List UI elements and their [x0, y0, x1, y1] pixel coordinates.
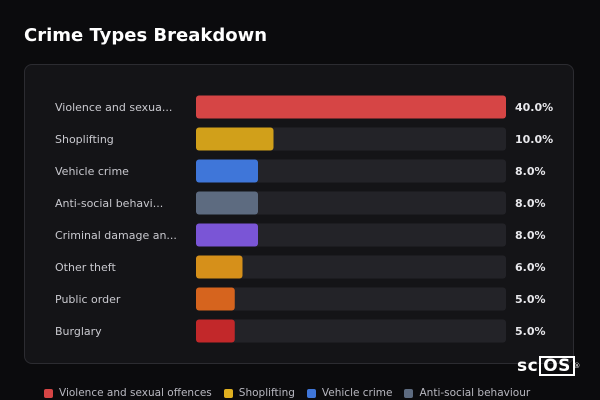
bar-label: Vehicle crime	[55, 165, 129, 178]
legend-label: Shoplifting	[238, 387, 295, 399]
brand-logo: sc OS ®	[517, 356, 580, 376]
bar[interactable]	[196, 255, 243, 279]
legend-item[interactable]: Anti-social behaviour	[404, 387, 530, 399]
bar-track	[196, 191, 506, 215]
bar[interactable]	[196, 287, 235, 311]
bar[interactable]	[196, 95, 506, 119]
logo-boxed-text: OS	[539, 356, 575, 376]
legend-item[interactable]: Vehicle crime	[306, 387, 393, 399]
registered-mark: ®	[573, 362, 581, 370]
bar-label: Anti-social behavi...	[55, 197, 163, 210]
bar-value-label: 5.0%	[515, 293, 546, 306]
bar-track	[196, 319, 506, 343]
bar-label: Criminal damage an...	[55, 229, 177, 242]
legend-item[interactable]: Shoplifting	[223, 387, 295, 399]
bar-track	[196, 255, 506, 279]
legend-label: Violence and sexual offences	[59, 387, 212, 399]
legend-label: Anti-social behaviour	[419, 387, 531, 399]
bar-value-label: 10.0%	[515, 133, 553, 146]
bar[interactable]	[196, 319, 235, 343]
bar[interactable]	[196, 159, 258, 183]
legend-swatch	[404, 388, 414, 398]
legend-swatch	[44, 388, 53, 398]
bar-label: Shoplifting	[55, 133, 114, 146]
logo-text: sc	[517, 356, 539, 376]
bar-track	[196, 287, 506, 311]
bar[interactable]	[196, 223, 258, 247]
bar-value-label: 6.0%	[515, 261, 546, 274]
legend-label: Vehicle crime	[321, 387, 393, 399]
bar-label: Public order	[55, 293, 121, 306]
bar-value-label: 8.0%	[515, 197, 546, 210]
legend-swatch	[223, 388, 233, 398]
page-title: Crime Types Breakdown	[24, 25, 268, 46]
chart-legend: Violence and sexual offences Shoplifting V…	[44, 386, 542, 400]
bar-track	[196, 159, 506, 183]
bar-value-label: 8.0%	[515, 229, 546, 242]
bar-label: Other theft	[55, 261, 116, 274]
legend-swatch	[306, 388, 316, 398]
bar[interactable]	[196, 127, 274, 151]
bar-value-label: 5.0%	[515, 325, 546, 338]
bar-label: Violence and sexua...	[55, 101, 172, 114]
chart-card: Violence and sexua... 40.0% Shoplifting 10.…	[24, 64, 574, 364]
bar-chart: Violence and sexua... 40.0% Shoplifting 10.…	[55, 95, 553, 343]
bar-value-label: 40.0%	[515, 101, 553, 114]
bar-track	[196, 223, 506, 247]
bar-value-label: 8.0%	[515, 165, 546, 178]
bar-label: Burglary	[55, 325, 102, 338]
bar[interactable]	[196, 191, 258, 215]
legend-item[interactable]: Violence and sexual offences	[44, 387, 212, 399]
